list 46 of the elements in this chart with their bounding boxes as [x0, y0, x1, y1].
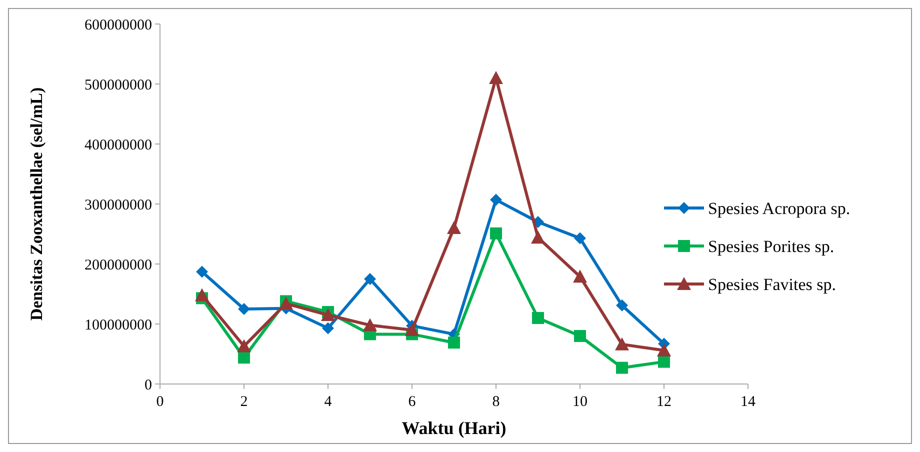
point [196, 266, 208, 278]
point [363, 318, 377, 332]
point [279, 296, 293, 310]
point [616, 362, 628, 374]
point [573, 270, 587, 283]
point [448, 336, 460, 349]
point [574, 232, 586, 244]
point [657, 343, 671, 356]
x-tick-label: 8 [492, 394, 500, 410]
point [531, 230, 545, 244]
point [658, 356, 670, 368]
x-tick-label: 0 [156, 394, 164, 410]
legend-label: Spesies Favites sp. [708, 274, 836, 294]
point [195, 288, 209, 302]
legend-label: Spesies Porites sp. [708, 236, 834, 256]
point [490, 194, 502, 206]
y-tick-label: 200000000 [84, 257, 152, 274]
point [364, 273, 376, 285]
point [447, 221, 461, 234]
point [532, 312, 544, 324]
x-tick-label: 4 [324, 394, 332, 410]
x-tick-label: 2 [240, 394, 248, 410]
point [489, 71, 503, 84]
y-tick-label: 0 [144, 377, 152, 394]
point [616, 299, 628, 312]
point [238, 352, 250, 364]
y-tick-label: 300000000 [84, 197, 152, 214]
x-axis-title: Waktu (Hari) [402, 418, 506, 438]
point [405, 323, 419, 336]
point [615, 337, 629, 350]
y-tick-label: 500000000 [84, 77, 152, 94]
point [574, 330, 586, 342]
point [490, 227, 502, 240]
y-tick-label: 400000000 [84, 137, 152, 154]
legend-label: Spesies Acropora sp. [708, 198, 850, 218]
x-tick-label: 12 [656, 394, 672, 410]
x-tick-label: 10 [572, 394, 588, 410]
point [238, 303, 250, 315]
x-tick-label: 14 [740, 394, 756, 410]
y-tick-label: 600000000 [84, 17, 152, 34]
y-axis-title: Densitas Zooxanthellae (sel/mL) [27, 87, 46, 321]
y-tick-label: 100000000 [84, 317, 152, 334]
x-tick-label: 6 [408, 394, 416, 410]
point [321, 308, 335, 321]
point [237, 339, 251, 352]
point [322, 322, 334, 334]
